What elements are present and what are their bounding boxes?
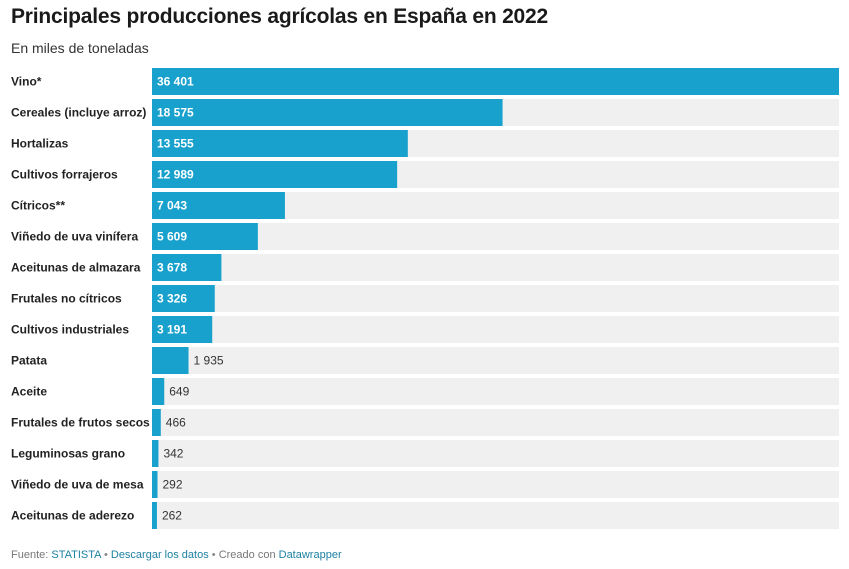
footer-source-prefix: Fuente: xyxy=(11,549,49,561)
bar-track xyxy=(152,254,839,281)
category-label: Leguminosas grano xyxy=(11,447,125,461)
category-label: Vino* xyxy=(11,75,42,89)
bar xyxy=(152,502,157,529)
value-label: 3 191 xyxy=(157,323,187,337)
category-label: Cultivos industriales xyxy=(11,323,129,337)
value-label: 1 935 xyxy=(194,354,224,368)
value-label: 3 678 xyxy=(157,261,187,275)
bar xyxy=(152,161,398,188)
source-link[interactable]: STATISTA xyxy=(51,549,101,561)
category-label: Aceitunas de almazara xyxy=(11,261,141,275)
category-label: Viñedo de uva vinífera xyxy=(11,230,138,244)
chart-title: Principales producciones agrícolas en Es… xyxy=(11,5,548,28)
value-label: 13 555 xyxy=(157,137,194,151)
bar xyxy=(152,192,285,219)
datawrapper-link[interactable]: Datawrapper xyxy=(278,549,342,561)
category-label: Patata xyxy=(11,354,47,368)
category-label: Frutales de frutos secos xyxy=(11,416,150,430)
bar xyxy=(152,254,222,281)
category-label: Cultivos forrajeros xyxy=(11,168,118,182)
value-label: 36 401 xyxy=(157,75,194,89)
value-label: 262 xyxy=(162,509,182,523)
bar-track xyxy=(152,223,839,250)
chart-subtitle: En miles de toneladas xyxy=(11,40,149,56)
bar xyxy=(152,285,215,312)
category-label: Frutales no cítricos xyxy=(11,292,122,306)
bar xyxy=(152,409,161,436)
footer: Fuente: STATISTA • Descargar los datos •… xyxy=(11,549,342,561)
bar xyxy=(152,347,189,374)
bar xyxy=(152,471,158,498)
footer-separator: • xyxy=(103,549,108,561)
value-label: 649 xyxy=(169,385,189,399)
bar-track xyxy=(152,347,839,374)
bar-track xyxy=(152,316,839,343)
bar-track xyxy=(152,440,839,467)
bar xyxy=(152,130,408,157)
category-label: Viñedo de uva de mesa xyxy=(11,478,144,492)
value-label: 466 xyxy=(166,416,186,430)
value-label: 5 609 xyxy=(157,230,187,244)
value-label: 3 326 xyxy=(157,292,187,306)
bar-track xyxy=(152,471,839,498)
value-label: 12 989 xyxy=(157,168,194,182)
category-label: Cereales (incluye arroz) xyxy=(11,106,146,120)
category-label: Cítricos** xyxy=(11,199,65,213)
value-label: 18 575 xyxy=(157,106,194,120)
footer-separator: • xyxy=(211,549,216,561)
bar xyxy=(152,378,165,405)
bar xyxy=(152,316,213,343)
footer-created-with: Creado con xyxy=(218,549,276,561)
value-label: 292 xyxy=(163,478,183,492)
bar-track xyxy=(152,409,839,436)
category-label: Aceite xyxy=(11,385,47,399)
bar-track xyxy=(152,285,839,312)
category-label: Hortalizas xyxy=(11,137,69,151)
category-label: Aceitunas de aderezo xyxy=(11,509,134,523)
bar-track xyxy=(152,502,839,529)
bar xyxy=(152,440,159,467)
bar-chart: Vino* 36 401 Cereales (incluye arroz) 18 57… xyxy=(11,68,839,529)
bar xyxy=(152,223,258,250)
bar xyxy=(152,99,503,126)
value-label: 7 043 xyxy=(157,199,187,213)
bar-track xyxy=(152,378,839,405)
download-data-link[interactable]: Descargar los datos xyxy=(110,549,209,561)
value-label: 342 xyxy=(163,447,183,461)
bar xyxy=(152,68,839,95)
